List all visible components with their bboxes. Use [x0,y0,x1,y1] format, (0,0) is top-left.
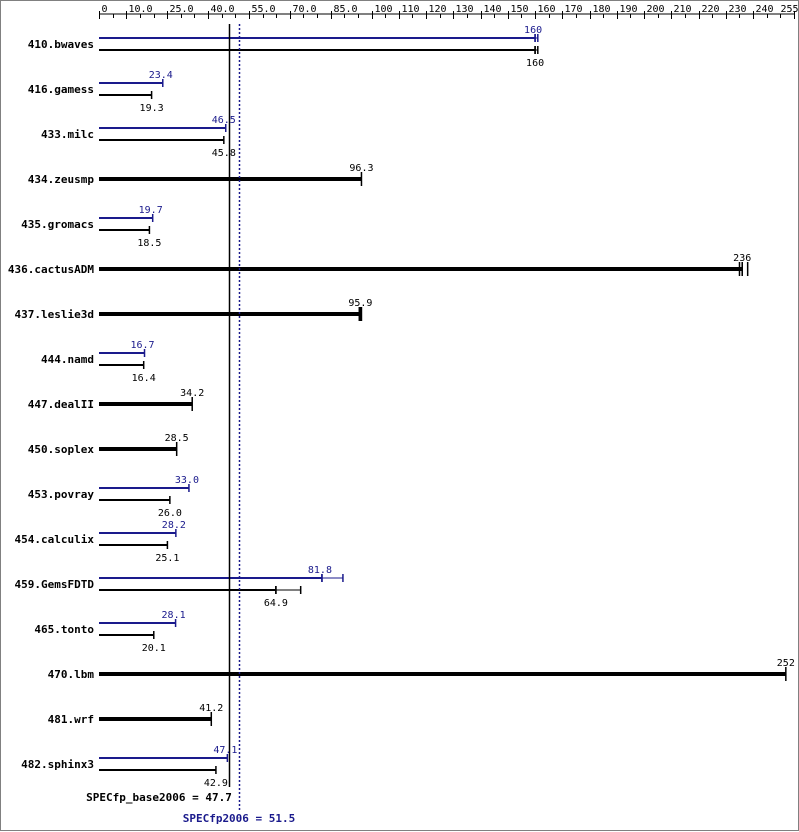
x-tick-label: 230 [729,4,747,15]
base-value-label: 42.9 [204,778,228,789]
peak-value-label: 16.7 [130,340,154,351]
base-value-label: 45.8 [212,148,236,159]
base-value-label: 64.9 [264,598,288,609]
peak-value-label: 28.1 [162,610,186,621]
benchmark-label: 433.milc [41,128,94,141]
peak-value-label: 81.8 [308,565,332,576]
x-tick-label: 140 [484,4,502,15]
benchmark-label: 465.tonto [34,623,94,636]
benchmark-label: 436.cactusADM [8,263,94,276]
x-tick-label: 210 [674,4,692,15]
benchmark-label: 444.namd [41,353,94,366]
peak-value-label: 33.0 [175,475,199,486]
base-value-label: 95.9 [348,298,372,309]
base-value-label: 252 [777,658,795,669]
x-tick-label: 200 [647,4,665,15]
peak-value-label: 28.2 [162,520,186,531]
x-tick-label: 180 [593,4,611,15]
base-value-label: 96.3 [349,163,373,174]
benchmark-label: 459.GemsFDTD [15,578,95,591]
base-value-label: 18.5 [137,238,161,249]
peak-value-label: 47.1 [213,745,237,756]
benchmark-label: 447.dealII [28,398,94,411]
x-tick-label: 10.0 [129,4,153,15]
x-tick-label: 220 [702,4,720,15]
bars [99,34,787,774]
base-value-label: 26.0 [158,508,182,519]
x-tick-label: 160 [538,4,556,15]
peak-value-label: 23.4 [149,70,173,81]
x-tick-label: 120 [429,4,447,15]
benchmark-label: 437.leslie3d [15,308,94,321]
x-tick-label: 25.0 [170,4,194,15]
base-value-label: 16.4 [132,373,156,384]
peak-value-label: 46.5 [212,115,236,126]
base-value-label: 20.1 [142,643,166,654]
x-tick-label: 255 [780,4,798,15]
base-value-label: 160 [526,58,544,69]
benchmark-label: 454.calculix [15,533,95,546]
x-tick-label: 85.0 [334,4,358,15]
base-value-label: 25.1 [155,553,179,564]
x-axis: 0 10.0 25.0 40.0 55.0 70.0 85.0 100 110 120 130 140… [99,4,799,19]
base-value-label: 28.5 [165,433,189,444]
benchmark-label: 410.bwaves [28,38,94,51]
base-summary-label: SPECfp_base2006 = 47.7 [86,791,232,804]
peak-summary-label: SPECfp2006 = 51.5 [183,812,296,825]
base-value-label: 41.2 [199,703,223,714]
x-tick-label: 190 [620,4,638,15]
benchmark-label: 482.sphinx3 [21,758,94,771]
peak-value-label: 19.7 [139,205,163,216]
x-tick-label: 110 [402,4,420,15]
reference-lines [228,24,241,811]
x-tick-label: 0 [102,4,108,15]
benchmark-label: 416.gamess [28,83,94,96]
base-value-label: 236 [733,253,751,264]
x-tick-label: 240 [756,4,774,15]
base-value-label: 34.2 [180,388,204,399]
peak-value-label: 160 [524,25,542,36]
x-tick-label: 55.0 [252,4,276,15]
labels: 410.bwaves 160 160 416.gamess 23.4 19.3 433.mi… [8,25,795,825]
x-tick-label: 100 [375,4,393,15]
benchmark-label: 450.soplex [28,443,95,456]
x-tick-label: 130 [456,4,474,15]
base-value-label: 19.3 [140,103,164,114]
benchmark-label: 470.lbm [48,668,95,681]
x-tick-label: 150 [511,4,529,15]
x-tick-label: 40.0 [211,4,235,15]
x-tick-label: 70.0 [293,4,317,15]
benchmark-label: 453.povray [28,488,95,501]
benchmark-label: 481.wrf [48,713,94,726]
benchmark-label: 435.gromacs [21,218,94,231]
x-tick-label: 170 [565,4,583,15]
benchmark-label: 434.zeusmp [28,173,95,186]
